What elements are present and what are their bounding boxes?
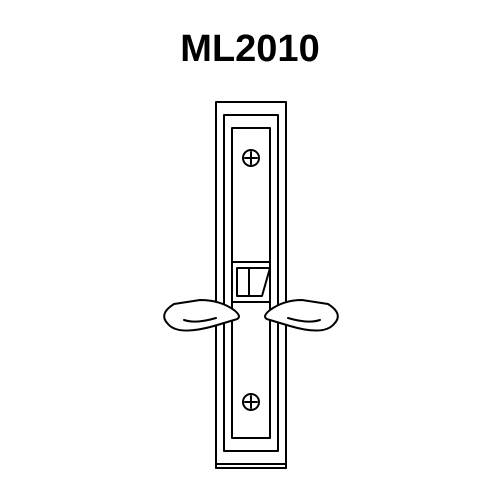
lever-front	[164, 300, 239, 331]
latch-deadlatch	[237, 268, 249, 296]
latch-bolt	[249, 268, 270, 296]
lock-diagram	[0, 0, 500, 500]
lever-back	[265, 300, 338, 331]
